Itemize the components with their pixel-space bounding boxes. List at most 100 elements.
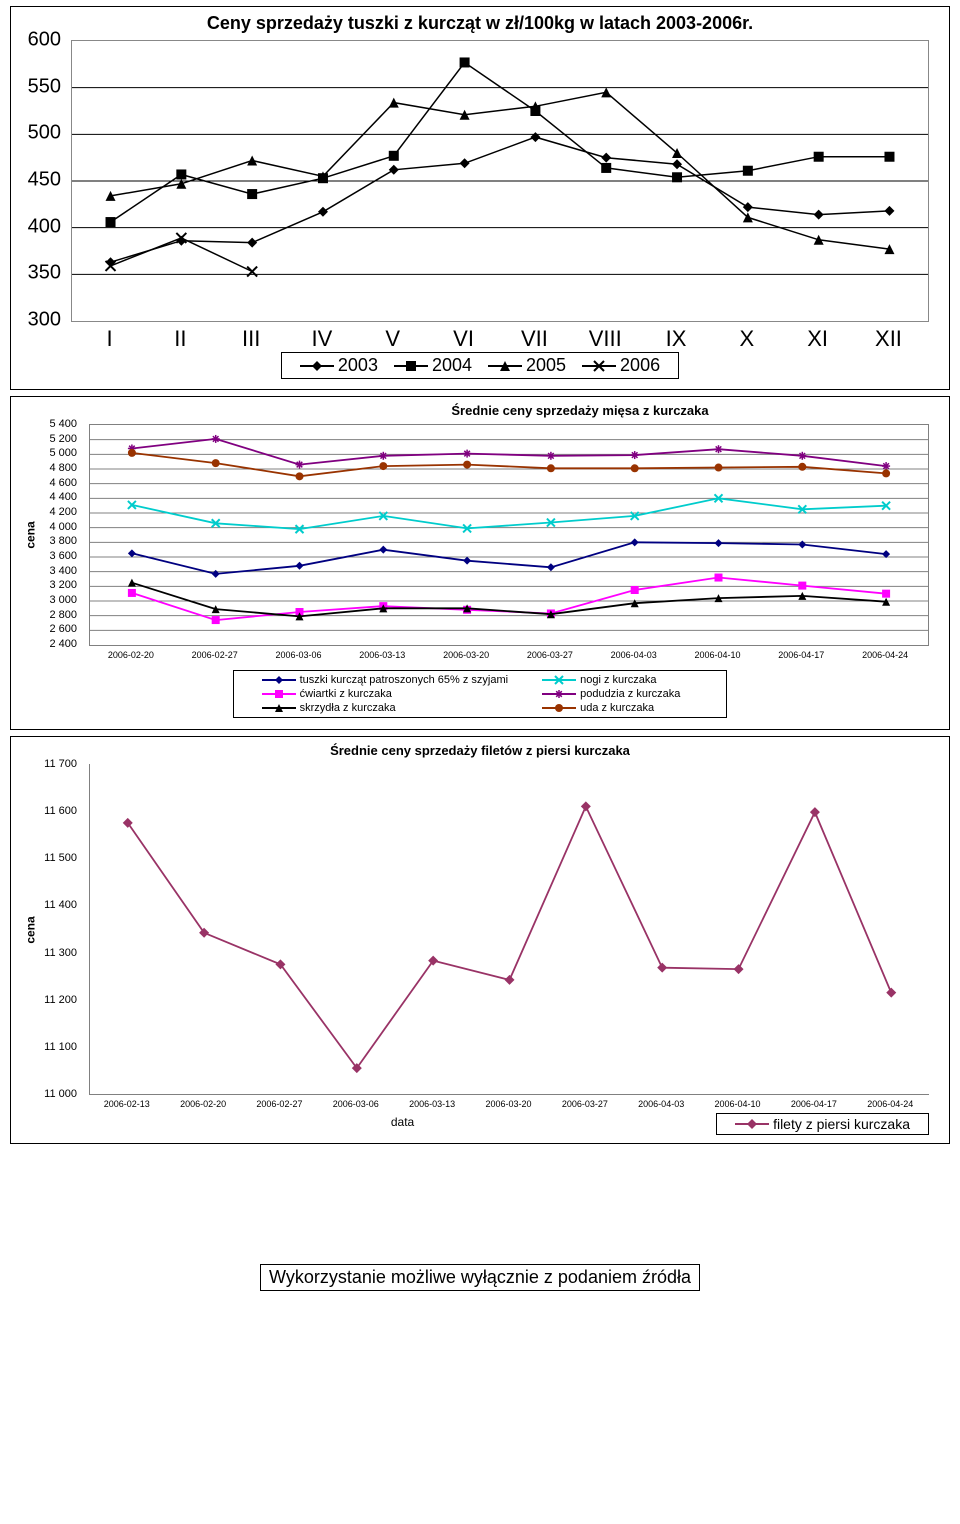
legend-item: 2003 xyxy=(300,355,378,376)
x-tick-label: 2006-04-17 xyxy=(791,1099,837,1109)
x-tick-label: 2006-02-27 xyxy=(256,1099,302,1109)
legend-label: 2005 xyxy=(526,355,566,376)
y-tick-label: 300 xyxy=(28,309,61,332)
x-tick-label: IV xyxy=(312,326,333,352)
y-tick-label: 400 xyxy=(28,215,61,238)
y-tick-label: 4 600 xyxy=(49,477,77,489)
x-tick-label: 2006-03-27 xyxy=(527,650,573,660)
chart3-plot xyxy=(89,764,929,1095)
y-tick-label: 4 200 xyxy=(49,506,77,518)
chart-3: Średnie ceny sprzedaży filetów z piersi … xyxy=(10,736,950,1144)
chart3-legend: filety z piersi kurczaka xyxy=(716,1113,929,1135)
x-tick-label: VII xyxy=(521,326,548,352)
legend-item: tuszki kurcząt patroszonych 65% z szyjam… xyxy=(262,673,508,687)
chart1-xlabels: IIIIIIIVVVIVIIVIIIIXXXIXII xyxy=(71,326,929,348)
x-tick-label: 2006-04-24 xyxy=(862,650,908,660)
legend-label: 2003 xyxy=(338,355,378,376)
x-tick-label: 2006-03-13 xyxy=(409,1099,455,1109)
y-tick-label: 5 200 xyxy=(49,433,77,445)
chart-1: Ceny sprzedaży tuszki z kurcząt w zł/100… xyxy=(10,6,950,390)
legend-label: 2004 xyxy=(432,355,472,376)
legend-label: uda z kurczaka xyxy=(580,702,654,714)
x-tick-label: 2006-02-20 xyxy=(180,1099,226,1109)
x-tick-label: III xyxy=(242,326,260,352)
y-tick-label: 450 xyxy=(28,169,61,192)
chart1-plot xyxy=(71,40,929,322)
x-tick-label: 2006-02-20 xyxy=(108,650,154,660)
legend-item: nogi z kurczaka xyxy=(542,673,680,687)
legend-item: 2006 xyxy=(582,355,660,376)
chart1-ylabels: 300350400450500550600 xyxy=(11,40,67,320)
y-tick-label: 3 000 xyxy=(49,594,77,606)
x-tick-label: 2006-04-10 xyxy=(694,650,740,660)
x-tick-label: 2006-04-10 xyxy=(715,1099,761,1109)
x-tick-label: 2006-04-17 xyxy=(778,650,824,660)
chart3-ylabels: 11 00011 10011 20011 30011 40011 50011 6… xyxy=(11,764,83,1094)
chart2-ylabels: 2 4002 6002 8003 0003 2003 4003 6003 800… xyxy=(11,424,83,644)
y-tick-label: 5 400 xyxy=(49,418,77,430)
legend-item: 2004 xyxy=(394,355,472,376)
x-tick-label: XI xyxy=(807,326,828,352)
y-tick-label: 11 600 xyxy=(44,805,77,817)
x-tick-label: 2006-04-03 xyxy=(638,1099,684,1109)
chart3-svg xyxy=(90,764,929,1094)
chart3-title: Średnie ceny sprzedaży filetów z piersi … xyxy=(11,737,949,760)
chart3-xlabels: 2006-02-13 2006-02-20 2006-02-27 2006-03-06… xyxy=(89,1099,929,1113)
x-tick-label: 2006-03-06 xyxy=(333,1099,379,1109)
chart2-xlabels: 2006-02-20 2006-02-27 2006-03-06 2006-03-13… xyxy=(89,650,929,664)
y-tick-label: 3 800 xyxy=(49,535,77,547)
y-tick-label: 4 400 xyxy=(49,491,77,503)
y-tick-label: 11 000 xyxy=(44,1088,77,1100)
chart1-title: Ceny sprzedaży tuszki z kurcząt w zł/100… xyxy=(11,7,949,36)
legend-item: uda z kurczaka xyxy=(542,701,680,715)
y-tick-label: 3 400 xyxy=(49,565,77,577)
x-tick-label: 2006-03-06 xyxy=(275,650,321,660)
legend-item: filety z piersi kurczaka xyxy=(735,1116,910,1132)
x-tick-label: 2006-04-03 xyxy=(611,650,657,660)
y-tick-label: 4 000 xyxy=(49,521,77,533)
x-tick-label: VIII xyxy=(589,326,622,352)
x-tick-label: I xyxy=(106,326,112,352)
y-tick-label: 3 600 xyxy=(49,550,77,562)
y-tick-label: 500 xyxy=(28,122,61,145)
chart2-plot xyxy=(89,424,929,646)
chart1-svg xyxy=(72,41,928,321)
y-tick-label: 550 xyxy=(28,75,61,98)
y-tick-label: 600 xyxy=(28,29,61,52)
chart2-svg xyxy=(90,425,928,645)
x-tick-label: IX xyxy=(666,326,687,352)
y-tick-label: 2 400 xyxy=(49,638,77,650)
x-tick-label: 2006-03-27 xyxy=(562,1099,608,1109)
y-tick-label: 2 600 xyxy=(49,623,77,635)
x-tick-label: V xyxy=(385,326,400,352)
y-tick-label: 5 000 xyxy=(49,447,77,459)
y-tick-label: 11 200 xyxy=(44,994,77,1006)
legend-label: 2006 xyxy=(620,355,660,376)
x-tick-label: 2006-03-13 xyxy=(359,650,405,660)
chart1-legend: 2003 2004 2005 2006 xyxy=(281,352,679,379)
legend-label: skrzydła z kurczaka xyxy=(300,702,396,714)
chart2-title: Średnie ceny sprzedaży mięsa z kurczaka xyxy=(11,397,949,420)
legend-label: filety z piersi kurczaka xyxy=(773,1116,910,1132)
x-tick-label: II xyxy=(174,326,186,352)
x-tick-label: 2006-04-24 xyxy=(867,1099,913,1109)
x-tick-label: 2006-02-13 xyxy=(104,1099,150,1109)
x-tick-label: 2006-03-20 xyxy=(443,650,489,660)
x-tick-label: XII xyxy=(875,326,902,352)
legend-item: skrzydła z kurczaka xyxy=(262,701,508,715)
legend-label: ćwiartki z kurczaka xyxy=(300,688,392,700)
footer: Wykorzystanie możliwe wyłącznie z podani… xyxy=(0,1264,960,1311)
footer-text: Wykorzystanie możliwe wyłącznie z podani… xyxy=(260,1264,700,1291)
chart2-legend: tuszki kurcząt patroszonych 65% z szyjam… xyxy=(233,670,728,718)
x-tick-label: VI xyxy=(453,326,474,352)
y-tick-label: 11 400 xyxy=(44,899,77,911)
x-tick-label: 2006-03-20 xyxy=(485,1099,531,1109)
y-tick-label: 11 300 xyxy=(44,947,77,959)
y-tick-label: 350 xyxy=(28,262,61,285)
x-tick-label: 2006-02-27 xyxy=(192,650,238,660)
y-tick-label: 11 100 xyxy=(44,1041,77,1053)
legend-label: nogi z kurczaka xyxy=(580,674,656,686)
y-tick-label: 11 500 xyxy=(44,852,77,864)
y-tick-label: 2 800 xyxy=(49,609,77,621)
y-tick-label: 3 200 xyxy=(49,579,77,591)
